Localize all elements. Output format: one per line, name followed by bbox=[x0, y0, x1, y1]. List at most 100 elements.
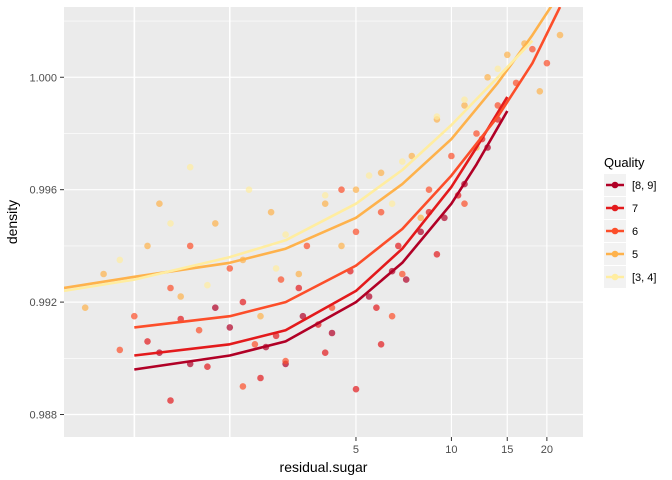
x-tick-label: 20 bbox=[541, 444, 553, 456]
data-point bbox=[156, 200, 163, 207]
data-point bbox=[257, 374, 264, 382]
data-point bbox=[226, 265, 234, 272]
legend-label: 6 bbox=[632, 226, 638, 238]
data-point bbox=[543, 59, 551, 67]
data-point bbox=[352, 228, 360, 236]
y-tick-label: 0.992 bbox=[29, 297, 57, 309]
data-point bbox=[299, 312, 307, 320]
legend-dot bbox=[611, 250, 619, 258]
data-point bbox=[402, 276, 410, 283]
data-point bbox=[504, 51, 511, 59]
legend-dot bbox=[611, 227, 619, 235]
data-point bbox=[167, 220, 174, 227]
data-point bbox=[433, 113, 441, 120]
gridlines bbox=[64, 7, 583, 437]
data-point bbox=[321, 349, 329, 357]
data-point bbox=[388, 200, 396, 207]
legend-dot bbox=[611, 181, 619, 189]
axes: 5 10 15 20 0.988 0.992 0.996 1.000 bbox=[29, 72, 553, 456]
data-point bbox=[116, 346, 124, 354]
data-point bbox=[212, 220, 219, 227]
data-point bbox=[257, 312, 264, 320]
x-tick-label: 10 bbox=[445, 444, 457, 456]
data-point bbox=[461, 102, 468, 109]
data-point bbox=[484, 74, 491, 81]
data-point bbox=[167, 397, 174, 404]
x-axis-title: residual.sugar bbox=[280, 459, 368, 475]
data-point bbox=[425, 186, 433, 193]
data-point bbox=[212, 304, 219, 312]
data-point bbox=[365, 293, 373, 300]
data-point bbox=[417, 228, 425, 236]
data-point bbox=[377, 341, 385, 348]
data-point bbox=[352, 186, 360, 193]
legend-label: [8, 9] bbox=[632, 180, 656, 192]
data-point bbox=[352, 385, 360, 393]
data-point bbox=[408, 152, 416, 160]
legend-dot bbox=[611, 273, 619, 281]
trend-line bbox=[134, 110, 509, 371]
data-point bbox=[377, 208, 385, 216]
data-point bbox=[473, 130, 480, 137]
x-tick-label: 15 bbox=[501, 444, 513, 456]
y-tick-label: 1.000 bbox=[29, 72, 57, 84]
trend-line bbox=[134, 7, 562, 329]
data-point bbox=[116, 256, 124, 264]
data-point bbox=[338, 242, 345, 250]
data-point bbox=[282, 231, 289, 238]
data-point bbox=[81, 304, 89, 312]
data-point bbox=[461, 200, 468, 207]
data-point bbox=[399, 158, 406, 165]
legend-label: 5 bbox=[632, 249, 638, 261]
data-point bbox=[303, 242, 311, 250]
data-point bbox=[295, 284, 303, 292]
data-point bbox=[365, 172, 373, 179]
data-point bbox=[321, 192, 329, 199]
data-point bbox=[100, 270, 107, 278]
data-point bbox=[144, 338, 151, 345]
y-tick-label: 0.996 bbox=[29, 185, 57, 197]
data-point bbox=[388, 312, 396, 320]
data-point bbox=[226, 324, 234, 331]
data-point bbox=[328, 329, 336, 337]
trend-lines bbox=[64, 7, 562, 371]
data-point bbox=[536, 88, 544, 95]
data-point bbox=[204, 363, 211, 371]
data-point bbox=[239, 298, 247, 306]
data-point bbox=[245, 186, 253, 193]
data-point bbox=[295, 270, 303, 278]
data-point bbox=[494, 102, 502, 109]
data-point bbox=[395, 242, 402, 250]
legend-items: [8, 9] 7 6 5 [3, 4] bbox=[604, 174, 656, 288]
data-point bbox=[441, 214, 448, 222]
data-point bbox=[494, 65, 502, 73]
data-point bbox=[417, 214, 425, 222]
data-point bbox=[433, 251, 441, 258]
data-point bbox=[272, 265, 280, 272]
legend-label: [3, 4] bbox=[632, 272, 656, 284]
legend-label: 7 bbox=[632, 203, 638, 215]
x-tick-label: 5 bbox=[353, 444, 359, 456]
data-point bbox=[177, 293, 184, 300]
data-point bbox=[144, 242, 151, 250]
y-tick-label: 0.988 bbox=[29, 410, 57, 422]
data-point bbox=[195, 326, 203, 334]
y-axis-title: density bbox=[4, 200, 20, 244]
data-point bbox=[204, 281, 211, 289]
data-point bbox=[277, 276, 285, 283]
data-point bbox=[167, 284, 174, 292]
data-point bbox=[131, 312, 138, 320]
data-point bbox=[556, 31, 564, 39]
data-point bbox=[239, 383, 247, 390]
data-point bbox=[461, 96, 468, 103]
data-point bbox=[338, 186, 345, 193]
data-point bbox=[399, 270, 406, 278]
data-point bbox=[267, 208, 275, 216]
legend-title: Quality bbox=[604, 155, 645, 170]
trend-line bbox=[134, 96, 509, 357]
data-point bbox=[251, 341, 259, 348]
data-point bbox=[373, 304, 380, 312]
legend: Quality [8, 9] 7 6 5 [3, 4] bbox=[604, 155, 656, 288]
data-point bbox=[321, 200, 329, 207]
